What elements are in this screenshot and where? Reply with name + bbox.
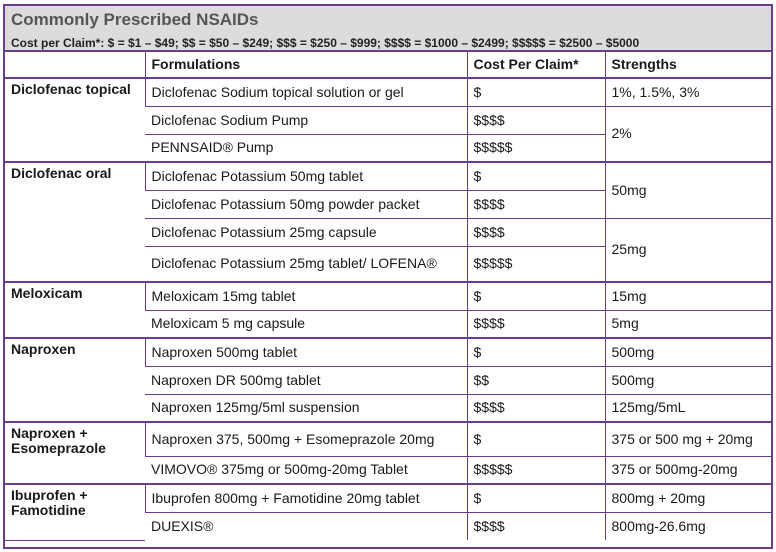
cost-cell: $ xyxy=(466,78,605,107)
cost-cell: $ xyxy=(466,484,605,513)
formulation-cell: Diclofenac Sodium Pump xyxy=(145,106,467,135)
cost-cell: $$$$ xyxy=(466,310,605,339)
table-row: Ibuprofen + Famotidine Ibuprofen 800mg +… xyxy=(5,484,771,541)
strength-cell: 50mg xyxy=(604,162,771,219)
formulation-cell: PENNSAID® Pump xyxy=(145,134,467,163)
drug-name: Naproxen + Esomeprazole xyxy=(5,422,145,485)
formulation-cell: Diclofenac Potassium 25mg capsule xyxy=(145,218,467,247)
formulation-cell: Diclofenac Potassium 50mg powder packet xyxy=(145,190,467,219)
cost-cell: $$$$$ xyxy=(466,456,605,485)
table-row: Diclofenac topical Diclofenac Sodium top… xyxy=(5,78,771,163)
strength-cell: 800mg-26.6mg xyxy=(604,512,771,540)
cost-cell: $$$$ xyxy=(466,512,605,540)
formulation-cell: Diclofenac Potassium 50mg tablet xyxy=(144,162,467,191)
table-row: Naproxen DR 500mg tablet $$ 500mg xyxy=(5,366,771,395)
strength-cell: 375 or 500mg-20mg xyxy=(604,456,771,485)
nsaid-table: Formulations Cost Per Claim* Strengths D… xyxy=(5,52,771,541)
strength-cell: 125mg/5mL xyxy=(604,394,771,423)
formulation-cell: Naproxen 125mg/5ml suspension xyxy=(145,394,467,423)
column-header-cost: Cost Per Claim* xyxy=(466,52,605,79)
column-header-strengths: Strengths xyxy=(604,52,771,79)
strength-cell: 5mg xyxy=(604,310,771,339)
nsaid-table-panel: Commonly Prescribed NSAIDs Cost per Clai… xyxy=(3,4,773,549)
strength-cell: 2% xyxy=(604,106,771,163)
formulation-cell: VIMOVO® 375mg or 500mg-20mg Tablet xyxy=(145,456,467,485)
formulation-cell: DUEXIS® xyxy=(151,517,214,534)
column-header-formulations: Formulations xyxy=(144,52,467,79)
page-title: Commonly Prescribed NSAIDs xyxy=(11,10,259,29)
cost-cell: $$$$$ xyxy=(466,246,605,283)
table-row: Diclofenac Potassium 25mg capsule $$$$ 2… xyxy=(5,218,771,283)
drug-name: Meloxicam xyxy=(5,282,145,339)
formulation-cell: Diclofenac Sodium topical solution or ge… xyxy=(144,78,467,107)
table-row: DUEXIS® $$$$ 800mg-26.6mg xyxy=(5,512,771,540)
strength-cell: 375 or 500 mg + 20mg xyxy=(604,422,771,457)
drug-name: Naproxen xyxy=(5,338,145,423)
cost-cell: $$ xyxy=(466,366,605,395)
cost-cell: $ xyxy=(466,422,605,457)
table-row: VIMOVO® 375mg or 500mg-20mg Tablet $$$$$… xyxy=(5,456,771,485)
cost-cell: $$$$ xyxy=(466,106,605,135)
table-row: Naproxen Naproxen 500mg tablet $ 500mg xyxy=(5,338,771,423)
formulation-cell: Naproxen DR 500mg tablet xyxy=(145,366,467,395)
drug-name: Ibuprofen + Famotidine xyxy=(5,484,145,541)
drug-name: Diclofenac topical xyxy=(5,78,145,163)
cost-cell: $$$$ xyxy=(466,218,605,247)
formulation-cell: Meloxicam 15mg tablet xyxy=(144,282,467,311)
table-row: Meloxicam Meloxicam 15mg tablet $ 15mg xyxy=(5,282,771,339)
drug-name: Diclofenac oral xyxy=(5,162,145,283)
cost-cell: $ xyxy=(466,282,605,311)
strength-cell: 500mg xyxy=(604,338,771,367)
cost-cell: $$$$ xyxy=(466,190,605,219)
table-row: PENNSAID® Pump $$$$$ xyxy=(5,134,771,163)
formulation-cell: Diclofenac Potassium 25mg tablet/ LOFENA… xyxy=(145,246,467,283)
cost-cell: $$$$$ xyxy=(466,134,605,163)
formulation-cell: Meloxicam 5 mg capsule xyxy=(145,310,467,339)
strength-cell: 1%, 1.5%, 3% xyxy=(604,78,771,107)
table-row: Diclofenac Sodium Pump $$$$ 2% xyxy=(5,106,771,163)
cost-cell: $ xyxy=(466,162,605,191)
strength-cell: 500mg xyxy=(604,366,771,395)
formulation-cell: Naproxen 375, 500mg + Esomeprazole 20mg xyxy=(144,422,467,457)
table-row: Diclofenac Potassium 50mg powder packet … xyxy=(5,190,771,219)
table-row: Diclofenac oral Diclofenac Potassium 50m… xyxy=(5,162,771,283)
table-row: Naproxen + Esomeprazole Naproxen 375, 50… xyxy=(5,422,771,485)
table-row: Diclofenac Potassium 25mg tablet/ LOFENA… xyxy=(5,246,771,283)
table-row: Naproxen 125mg/5ml suspension $$$$ 125mg… xyxy=(5,394,771,423)
table-row: Meloxicam 5 mg capsule $$$$ 5mg xyxy=(5,310,771,339)
column-header-drug xyxy=(5,52,145,79)
strength-cell: 800mg + 20mg xyxy=(604,484,771,513)
cost-cell: $$$$ xyxy=(466,394,605,423)
cost-legend: Cost per Claim*: $ = $1 – $49; $$ = $50 … xyxy=(11,36,640,50)
strength-cell: 15mg xyxy=(604,282,771,311)
formulation-cell: Ibuprofen 800mg + Famotidine 20mg tablet xyxy=(144,484,467,513)
table-header-band: Commonly Prescribed NSAIDs Cost per Clai… xyxy=(5,6,771,52)
strength-cell: 25mg xyxy=(604,218,771,283)
formulation-cell: Naproxen 500mg tablet xyxy=(144,338,467,367)
column-header-row: Formulations Cost Per Claim* Strengths xyxy=(5,52,771,79)
cost-cell: $ xyxy=(466,338,605,367)
